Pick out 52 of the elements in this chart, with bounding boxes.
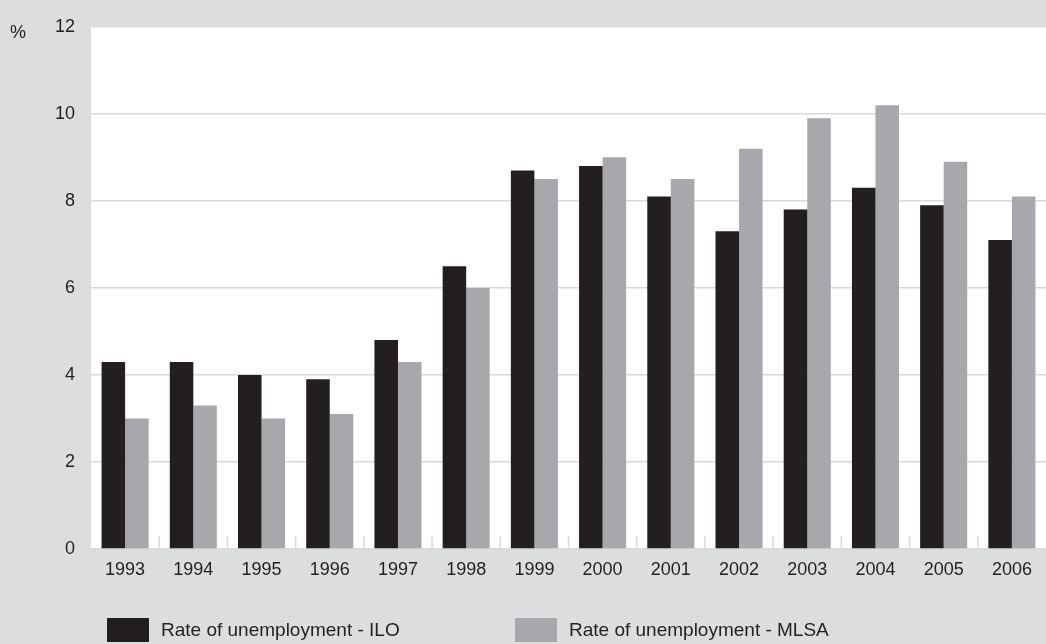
x-tick-label: 1994 xyxy=(173,558,214,579)
x-tick-label: 2004 xyxy=(855,558,896,579)
x-tick-label: 1996 xyxy=(309,558,350,579)
bar xyxy=(466,287,490,549)
y-tick-label: 2 xyxy=(64,450,75,471)
bar xyxy=(715,231,740,549)
bar xyxy=(920,205,944,549)
x-tick-label: 2002 xyxy=(719,558,760,579)
bar xyxy=(647,196,671,549)
bar xyxy=(169,361,194,549)
x-tick-label: 2001 xyxy=(650,558,691,579)
bar xyxy=(875,105,899,549)
bar xyxy=(397,361,422,549)
x-tick-label: 1995 xyxy=(241,558,282,579)
bar xyxy=(374,340,398,549)
bar xyxy=(261,418,286,549)
x-tick-label: 2005 xyxy=(923,558,964,579)
x-tick-label: 1999 xyxy=(514,558,555,579)
bar xyxy=(125,418,149,549)
x-tick-label: 1993 xyxy=(105,558,146,579)
bar xyxy=(193,405,217,549)
y-tick-label: 4 xyxy=(64,363,75,384)
bar xyxy=(602,157,627,549)
y-axis-title: % xyxy=(10,21,27,42)
y-tick-label: 0 xyxy=(64,537,75,558)
x-tick-label: 1997 xyxy=(377,558,418,579)
bar xyxy=(988,240,1012,549)
bar xyxy=(851,187,876,549)
x-tick-label: 2003 xyxy=(787,558,828,579)
y-tick-label: 12 xyxy=(54,15,75,36)
bar xyxy=(442,266,467,549)
bar xyxy=(510,170,535,549)
bar xyxy=(101,361,126,549)
bar xyxy=(739,148,763,549)
bar xyxy=(807,118,831,549)
bar xyxy=(534,179,558,549)
y-tick-label: 6 xyxy=(64,276,75,297)
x-tick-label: 2006 xyxy=(991,558,1032,579)
bar xyxy=(238,374,262,549)
bar xyxy=(670,179,695,549)
x-tick-label: 2000 xyxy=(582,558,623,579)
bar xyxy=(329,414,354,549)
legend-label: Rate of unemployment - MLSA xyxy=(569,619,830,641)
y-tick-label: 10 xyxy=(54,102,75,123)
bar xyxy=(783,209,808,549)
bar xyxy=(1011,196,1036,549)
bar xyxy=(579,166,603,549)
bar xyxy=(943,161,968,549)
x-tick-label: 1998 xyxy=(446,558,487,579)
legend-label: Rate of unemployment - ILO xyxy=(161,619,400,641)
bar xyxy=(306,379,330,549)
y-tick-label: 8 xyxy=(64,189,75,210)
